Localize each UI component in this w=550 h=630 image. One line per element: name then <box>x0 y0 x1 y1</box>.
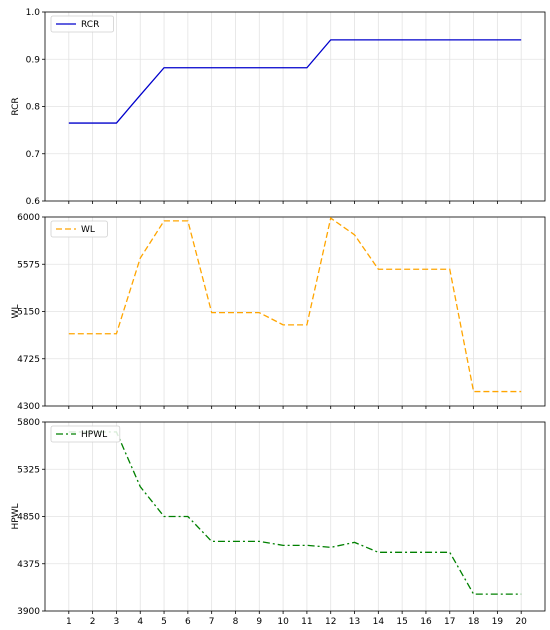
y-axis-label: WL <box>11 305 21 319</box>
series-line-wl <box>68 217 522 393</box>
x-tick-label: 10 <box>277 617 289 627</box>
x-tick-label: 6 <box>185 617 191 627</box>
y-tick-label: 6000 <box>17 213 40 223</box>
x-tick-label: 3 <box>114 617 120 627</box>
x-tick-label: 13 <box>349 617 360 627</box>
y-tick-label: 4725 <box>17 355 40 365</box>
y-tick-label: 5575 <box>17 260 40 270</box>
legend-label: WL <box>81 225 95 235</box>
legend-box <box>50 425 121 443</box>
legend: RCR <box>50 15 114 33</box>
x-tick-label: 17 <box>444 617 455 627</box>
y-tick-label: 1.0 <box>26 8 41 18</box>
series-line-hpwl <box>68 431 522 595</box>
x-tick-label: 19 <box>492 617 504 627</box>
x-tick-label: 18 <box>468 617 480 627</box>
legend-label: HPWL <box>81 430 107 440</box>
y-axis-label: HPWL <box>11 503 21 529</box>
y-tick-label: 3900 <box>17 607 40 617</box>
x-tick-label: 14 <box>373 617 385 627</box>
legend: WL <box>50 220 108 238</box>
y-tick-label: 0.7 <box>26 150 40 160</box>
x-tick-label: 4 <box>137 617 143 627</box>
y-tick-label: 0.8 <box>26 103 41 113</box>
x-tick-label: 15 <box>396 617 407 627</box>
x-tick-label: 7 <box>209 617 215 627</box>
y-tick-label: 0.6 <box>26 197 41 207</box>
y-axis-label: RCR <box>11 97 21 115</box>
x-tick-label: 11 <box>301 617 312 627</box>
x-tick-label: 1 <box>66 617 72 627</box>
chart-panel-2: 4300 4725 5150 5575 6000 WL WL <box>11 213 546 412</box>
legend-box <box>50 220 108 238</box>
y-tick-label: 4375 <box>17 560 40 570</box>
x-tick-label: 9 <box>256 617 262 627</box>
y-tick-label: 5325 <box>17 465 40 475</box>
y-tick-label: 5150 <box>17 308 40 318</box>
legend-label: RCR <box>81 20 99 30</box>
x-tick-label: 12 <box>325 617 336 627</box>
x-tick-label: 8 <box>233 617 239 627</box>
y-tick-label: 4850 <box>17 513 40 523</box>
y-tick-label: 5800 <box>17 418 40 428</box>
chart-panel-1: 0.6 0.7 0.8 0.9 1.0 RCR RCR <box>11 8 546 207</box>
y-tick-label: 4300 <box>17 402 40 412</box>
legend-box <box>50 15 114 33</box>
series-line-rcr <box>68 39 522 124</box>
x-tick-label: 16 <box>420 617 432 627</box>
x-tick-label: 2 <box>90 617 96 627</box>
x-tick-label: 20 <box>515 617 527 627</box>
legend: HPWL <box>50 425 121 443</box>
y-tick-label: 0.9 <box>26 55 41 65</box>
x-tick-label: 5 <box>161 617 167 627</box>
